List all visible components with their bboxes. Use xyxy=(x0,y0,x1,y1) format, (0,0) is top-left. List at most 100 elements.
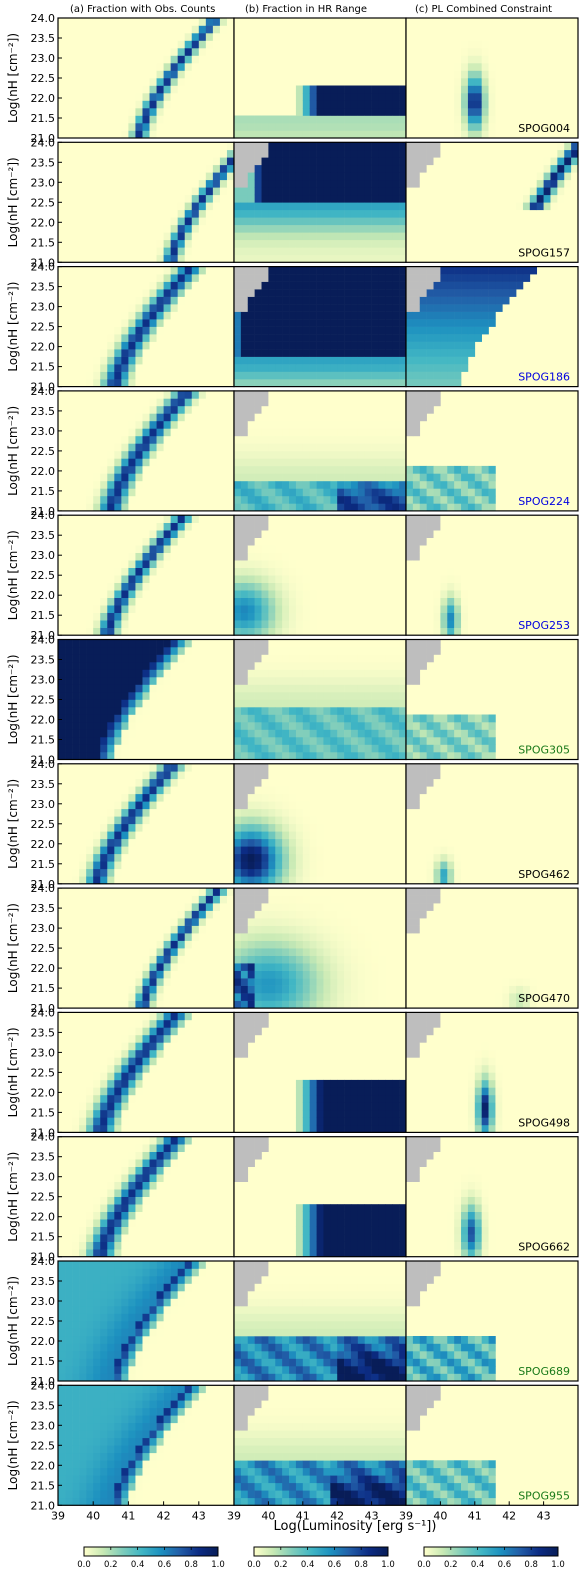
heatmap-cell xyxy=(364,164,372,173)
heatmap-cell xyxy=(226,247,235,256)
heatmap-cell xyxy=(323,567,331,576)
heatmap-cell xyxy=(163,612,171,621)
heatmap-cell xyxy=(184,194,193,203)
heatmap-cell xyxy=(58,371,66,380)
heatmap-cell xyxy=(447,100,455,109)
heatmap-cell xyxy=(177,25,186,34)
heatmap-cell xyxy=(385,266,393,275)
heatmap-cell xyxy=(177,537,186,546)
heatmap-cell xyxy=(295,356,304,365)
heatmap-cell xyxy=(344,597,352,606)
heatmap-cell xyxy=(371,371,379,380)
heatmap-cell xyxy=(488,63,496,71)
heatmap-cell xyxy=(205,364,214,372)
heatmap-cell xyxy=(247,390,255,399)
heatmap-cell xyxy=(128,627,136,636)
heatmap-cell xyxy=(282,420,290,429)
heatmap-cell xyxy=(378,179,386,188)
heatmap-cell xyxy=(177,530,186,538)
heatmap-cell xyxy=(156,179,164,188)
heatmap-cell xyxy=(302,334,310,342)
heatmap-cell xyxy=(502,123,510,131)
heatmap-cell xyxy=(454,149,462,158)
heatmap-cell xyxy=(378,605,386,613)
heatmap-cell xyxy=(198,48,207,56)
heatmap-cell xyxy=(337,149,345,158)
heatmap-cell xyxy=(93,232,101,241)
heatmap-cell xyxy=(205,130,214,139)
heatmap-cell xyxy=(289,311,297,320)
heatmap-cell xyxy=(142,296,150,305)
heatmap-cell xyxy=(378,552,386,561)
heatmap-cell xyxy=(433,326,441,335)
heatmap-cell xyxy=(399,480,407,489)
heatmap-cell xyxy=(170,48,178,56)
heatmap-cell xyxy=(385,405,393,414)
heatmap-cell xyxy=(184,149,193,158)
heatmap-cell xyxy=(184,63,193,71)
heatmap-cell xyxy=(275,458,283,467)
heatmap-cell xyxy=(392,274,400,282)
heatmap-cell xyxy=(502,202,510,211)
heatmap-cell xyxy=(93,349,101,357)
heatmap-cell xyxy=(550,149,558,158)
heatmap-cell xyxy=(337,545,345,553)
heatmap-cell xyxy=(344,217,352,226)
heatmap-cell xyxy=(350,582,359,591)
heatmap-cell xyxy=(128,100,136,109)
heatmap-cell xyxy=(337,515,345,523)
heatmap-cell xyxy=(309,567,317,576)
panel-a-spog186 xyxy=(57,266,235,388)
heatmap-cell xyxy=(502,194,510,203)
heatmap-cell xyxy=(170,142,178,151)
heatmap-cell xyxy=(323,488,331,497)
heatmap-cell xyxy=(454,537,462,546)
heatmap-cell xyxy=(392,371,400,380)
heatmap-cell xyxy=(128,495,136,504)
panel-frame xyxy=(405,390,579,512)
heatmap-cell xyxy=(289,597,297,606)
heatmap-cell xyxy=(406,473,414,482)
heatmap-cell xyxy=(406,465,414,474)
heatmap-cell xyxy=(149,209,157,218)
heatmap-cell xyxy=(412,515,421,523)
heatmap-cell xyxy=(316,232,324,241)
heatmap-cell xyxy=(295,530,304,538)
heatmap-cell xyxy=(65,627,73,636)
heatmap-cell xyxy=(371,266,379,275)
heatmap-cell xyxy=(289,349,297,357)
heatmap-cell xyxy=(364,627,372,636)
heatmap-cell xyxy=(316,560,324,568)
heatmap-cell xyxy=(65,194,73,203)
heatmap-cell xyxy=(93,254,101,263)
heatmap-cell xyxy=(100,194,108,203)
heatmap-cell xyxy=(529,130,538,139)
heatmap-cell xyxy=(330,130,338,139)
heatmap-cell xyxy=(79,627,87,636)
heatmap-cell xyxy=(502,567,510,576)
heatmap-cell xyxy=(412,552,421,561)
heatmap-cell xyxy=(440,40,448,49)
heatmap-cell xyxy=(100,239,108,248)
heatmap-cell xyxy=(412,48,421,56)
heatmap-cell xyxy=(268,590,276,598)
heatmap-cell xyxy=(364,575,372,583)
heatmap-cell xyxy=(135,194,143,203)
heatmap-cell xyxy=(461,179,469,188)
heatmap-cell xyxy=(156,590,164,598)
heatmap-cell xyxy=(481,187,489,196)
heatmap-cell xyxy=(392,93,400,101)
heatmap-cell xyxy=(461,63,469,71)
heatmap-cell xyxy=(344,326,352,335)
heatmap-cell xyxy=(184,157,193,166)
heatmap-cell xyxy=(86,247,94,256)
heatmap-cell xyxy=(65,582,73,591)
heatmap-cell xyxy=(93,420,101,429)
heatmap-cell xyxy=(529,149,538,158)
heatmap-cell xyxy=(65,405,73,414)
heatmap-cell xyxy=(337,247,345,256)
heatmap-cell xyxy=(529,157,538,166)
heatmap-cell xyxy=(268,567,276,576)
heatmap-cell xyxy=(219,319,228,327)
heatmap-cell xyxy=(550,78,558,86)
